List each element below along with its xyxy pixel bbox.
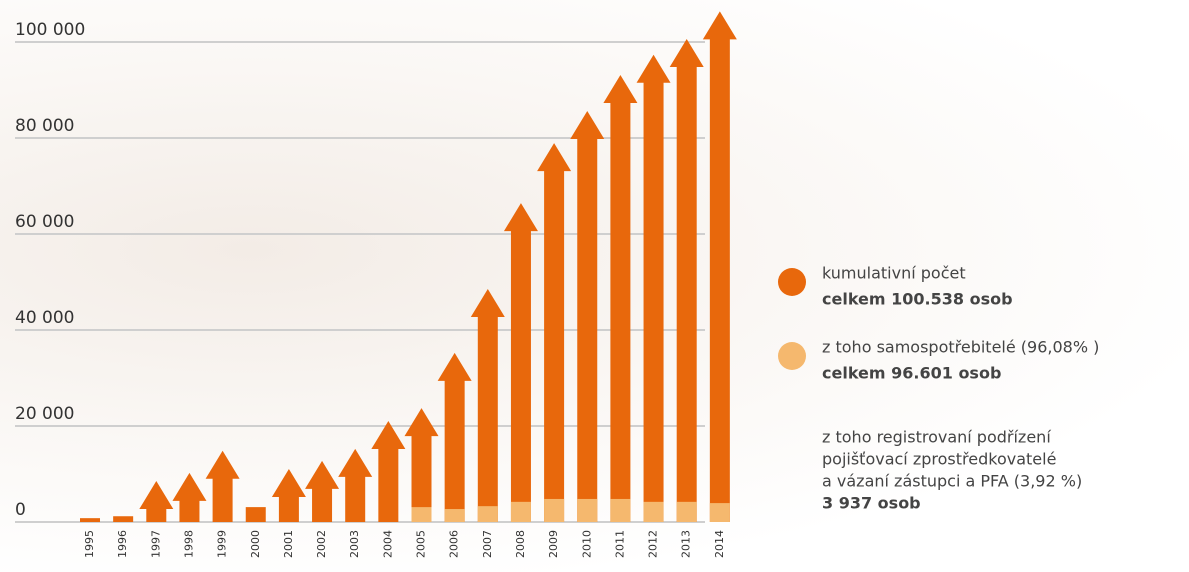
bar [80,518,100,522]
arrow-bar [702,11,737,522]
x-tick-label: 1996 [116,530,129,558]
bar-segment [610,498,631,522]
y-tick-label: 20 000 [15,404,74,424]
legend-label: kumulativní počet [822,264,966,283]
legend-note: 3 937 osob [822,494,921,513]
arrow-bar [437,352,472,522]
bar-segment [544,498,565,522]
arrow-bar [205,450,240,522]
bar-segment [676,501,697,522]
bar [245,507,266,522]
x-tick-label: 1995 [83,530,96,558]
arrow-bar [603,74,638,523]
legend-note: a vázaní zástupci a PFA (3,92 %) [822,472,1082,491]
y-tick-label: 100 000 [15,20,85,40]
x-tick-label: 1999 [216,530,229,558]
x-tick-label: 2008 [514,530,527,558]
x-tick-label: 2000 [249,530,262,558]
bar-segment [643,501,664,522]
arrow-bar [503,203,538,522]
legend-label: z toho samospotřebitelé (96,08% ) [822,338,1099,357]
x-tick-label: 2004 [381,530,394,558]
legend-total: celkem 96.601 osob [822,364,1001,383]
x-tick-label: 1998 [182,530,195,558]
arrow-bar [570,110,605,523]
x-tick-label: 2006 [448,530,461,558]
x-tick-label: 2011 [613,530,626,558]
arrow-bar [470,289,505,522]
x-tick-label: 2012 [647,530,660,558]
bar-segment [444,509,465,522]
arrow-bar [305,460,340,522]
arrow-bar [338,448,373,522]
arrow-bar [271,469,306,522]
x-tick-label: 2003 [348,530,361,558]
bar-segment [709,503,730,522]
arrow-bar [636,54,671,523]
x-tick-label: 2001 [282,530,295,558]
arrow-bar [537,143,572,522]
arrow-bar [669,38,704,523]
bar-segment [510,501,531,522]
x-tick-label: 2009 [547,530,560,558]
bar-segment [411,507,432,522]
arrow-bar [404,408,439,522]
legend-marker [778,342,806,370]
arrow-bar [371,421,406,522]
bar [113,516,134,522]
x-tick-label: 2013 [680,530,693,558]
x-tick-label: 2005 [415,530,428,558]
legend-note: z toho registrovaní podřízení [822,428,1051,447]
legend-note: pojišťovací zprostředkovatelé [822,450,1056,469]
y-tick-label: 40 000 [15,308,74,328]
x-tick-label: 2010 [580,530,593,558]
legend-total: celkem 100.538 osob [822,290,1013,309]
x-tick-label: 2002 [315,530,328,558]
y-tick-label: 60 000 [15,212,74,232]
y-tick-label: 80 000 [15,116,74,136]
arrow-bar [139,481,174,522]
legend-marker [778,268,806,296]
x-tick-label: 1997 [149,530,162,558]
arrow-bar [172,472,207,522]
x-tick-label: 2014 [713,530,726,558]
y-tick-label: 0 [15,500,26,520]
x-tick-label: 2007 [481,530,494,558]
bar-segment [577,498,598,522]
bar-segment [477,506,498,522]
